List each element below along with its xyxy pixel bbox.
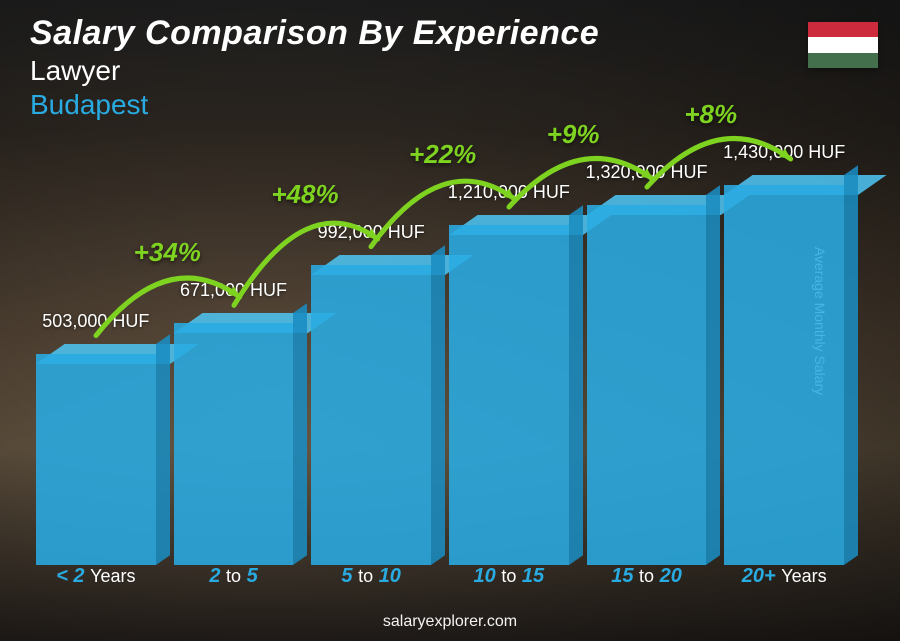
bar-0: 503,000 HUF	[36, 150, 156, 565]
flag-stripe-top	[808, 22, 878, 37]
bar3d	[174, 323, 294, 565]
chart-title: Salary Comparison By Experience	[30, 14, 599, 53]
bar-side	[844, 165, 858, 565]
delta-label: +48%	[271, 179, 338, 210]
bars-container: 503,000 HUF 671,000 HUF 992,000 HUF 1,210,0…	[30, 150, 850, 565]
x-label: < 2 Years	[36, 565, 156, 593]
bar3d	[36, 354, 156, 565]
flag-icon	[808, 22, 878, 68]
bar-side	[706, 185, 720, 565]
value-label: 671,000 HUF	[180, 280, 287, 301]
delta-label: +9%	[547, 119, 600, 150]
bar-front	[449, 225, 569, 565]
value-label: 1,210,000 HUF	[448, 182, 570, 203]
bar-4: 1,320,000 HUF	[587, 150, 707, 565]
chart-area: 503,000 HUF 671,000 HUF 992,000 HUF 1,210,0…	[30, 150, 850, 593]
chart-location: Budapest	[30, 89, 599, 121]
bar-front	[311, 265, 431, 565]
x-labels-container: < 2 Years 2 to 5 5 to 10 10 to 15 15 to 20 20…	[30, 565, 850, 593]
bar-5: 1,430,000 HUF	[724, 150, 844, 565]
bar-front	[724, 185, 844, 565]
bar-side	[156, 334, 170, 565]
header: Salary Comparison By Experience Lawyer B…	[30, 14, 599, 121]
bar-front	[587, 205, 707, 565]
bar-3: 1,210,000 HUF	[449, 150, 569, 565]
infographic-stage: Salary Comparison By Experience Lawyer B…	[0, 0, 900, 641]
footer-attribution: salaryexplorer.com	[0, 613, 900, 631]
delta-label: +8%	[684, 99, 737, 130]
bar-2: 992,000 HUF	[311, 150, 431, 565]
bar-front	[36, 354, 156, 565]
chart-subtitle: Lawyer	[30, 55, 599, 87]
bar-1: 671,000 HUF	[174, 150, 294, 565]
x-label: 2 to 5	[174, 565, 294, 593]
x-label: 5 to 10	[311, 565, 431, 593]
x-label: 10 to 15	[449, 565, 569, 593]
delta-label: +34%	[134, 237, 201, 268]
flag-stripe-middle	[808, 37, 878, 52]
bar-side	[569, 205, 583, 565]
bar-side	[293, 303, 307, 565]
bar-front	[174, 323, 294, 565]
value-label: 1,430,000 HUF	[723, 142, 845, 163]
bar3d	[449, 225, 569, 565]
bar3d	[311, 265, 431, 565]
value-label: 1,320,000 HUF	[585, 162, 707, 183]
value-label: 992,000 HUF	[318, 222, 425, 243]
value-label: 503,000 HUF	[42, 311, 149, 332]
bar-side	[431, 245, 445, 565]
x-label: 15 to 20	[587, 565, 707, 593]
x-label: 20+ Years	[724, 565, 844, 593]
flag-stripe-bottom	[808, 53, 878, 68]
bar3d	[724, 185, 844, 565]
delta-label: +22%	[409, 139, 476, 170]
bar3d	[587, 205, 707, 565]
